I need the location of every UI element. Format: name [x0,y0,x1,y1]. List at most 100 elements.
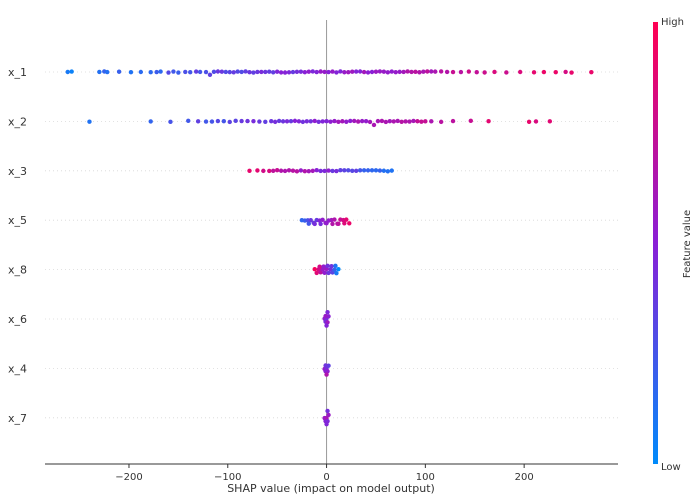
data-point [474,69,479,75]
data-point [466,69,472,74]
data-point [411,118,416,124]
data-point [255,168,260,173]
data-point [547,119,553,124]
data-point [338,168,343,173]
y-tick-label: x_3 [8,165,27,178]
x-tick-labels: −200 −100 0 100 200 [115,464,534,483]
data-point [183,69,188,75]
data-point [233,118,238,124]
data-point [365,70,371,75]
data-point [336,266,341,272]
data-point [450,69,456,75]
data-point [381,69,387,74]
data-point [377,168,383,173]
data-point [257,119,262,124]
data-point [239,118,244,124]
data-point [259,69,264,75]
data-point [316,119,321,125]
data-point [203,119,209,124]
x-tick-label: −200 [115,472,142,483]
data-point [148,70,153,75]
data-point [310,168,315,174]
data-point [325,320,330,325]
data-point [329,263,334,269]
data-point [306,169,311,174]
data-point [346,69,351,75]
data-point [385,169,391,174]
data-point [342,70,347,75]
data-point [284,119,290,124]
data-point [322,168,327,174]
data-point [280,119,286,124]
data-point [239,69,244,75]
data-point [263,119,268,125]
y-tick-label: x_4 [8,362,27,375]
data-point [138,69,144,75]
data-point [324,119,329,124]
data-point [377,69,383,74]
data-point [171,69,176,74]
data-point [357,69,363,74]
data-point [389,168,394,173]
data-point [321,264,326,269]
data-point [195,119,201,124]
data-point [367,119,373,125]
data-point [148,119,153,124]
data-point [346,168,351,173]
data-point [166,70,171,75]
data-point [176,70,181,75]
y-tick-label: x_1 [8,66,27,79]
data-point [276,118,282,124]
data-point [365,168,371,173]
data-point [302,169,308,174]
data-point [318,168,323,174]
data-point [359,118,365,124]
data-point [203,69,209,75]
data-point [116,69,122,74]
data-point [267,69,272,74]
data-point [383,119,389,125]
data-point [450,118,456,124]
data-point [310,69,315,74]
data-point [531,70,537,75]
data-point [338,69,343,74]
y-tick-label: x_8 [8,264,27,277]
data-point [286,168,292,173]
y-tick-label: x_5 [8,214,27,227]
data-point [298,168,304,173]
data-point [533,119,539,124]
colorbar-high-label: High [661,17,684,28]
data-point [458,69,464,75]
data-point [363,118,369,124]
data-point [407,119,412,124]
data-point [209,119,215,124]
data-point [308,119,313,124]
data-point [333,263,338,269]
data-point [207,72,213,77]
data-point [375,118,381,124]
data-point [306,69,311,74]
data-point [324,372,329,377]
data-point [243,69,248,74]
data-point [421,69,426,74]
data-point [323,363,328,368]
data-point [352,118,357,124]
data-point [97,69,102,75]
data-point [332,267,337,272]
data-point [468,118,473,124]
data-point [306,221,311,226]
data-point [251,70,256,75]
data-point [347,221,352,226]
data-point [290,69,296,75]
data-point [355,119,361,124]
data-point [332,118,337,124]
data-point [563,69,568,75]
data-point [526,119,532,124]
data-point [326,412,331,418]
data-point [314,270,319,276]
data-point [330,69,335,74]
data-point [369,69,375,75]
data-point [357,168,363,173]
data-point [197,69,203,75]
data-point [395,118,400,124]
